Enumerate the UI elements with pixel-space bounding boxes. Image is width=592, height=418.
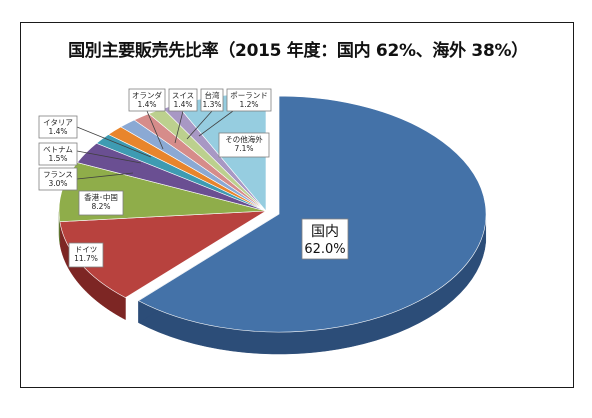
slice-フランス-label-box [38,167,78,191]
slice-その他海外-label-box [218,132,270,158]
slice-オランダ-value: 1.4% [137,100,156,109]
slice-スイス-leader [174,110,184,144]
slice-香港-中国-value: 8.2% [91,202,110,211]
slice-オランダ-label-box [128,88,166,112]
slice-その他海外-name: その他海外 [225,134,263,144]
slice-国内-label: 国内 62.0% [301,218,349,260]
slice-ドイツ-value: 11.7% [74,254,98,263]
slice-国内 [137,95,487,333]
slice-フランス-name: フランス [43,170,73,179]
slice-フランス-leader [76,172,134,180]
slice-ベトナム-label-box [38,142,78,166]
slice-台湾-value: 1.3% [202,100,221,109]
slice-オランダ-leader [146,110,164,150]
slice-イタリア-label-box [38,115,78,139]
slice-台湾-name: 台湾 [205,90,220,100]
chart-frame: 国別主要販売先比率（2015 年度：国内 62%、海外 38%） 国内 62.0%… [20,22,574,388]
slice-ポーランド-leader [198,110,234,137]
slice-台湾-label-box [200,88,224,112]
slice-その他海外-value: 7.1% [234,144,253,153]
slice-香港-中国-label-box [78,190,124,216]
slice-ポーランド-name: ポーランド [230,91,268,100]
chart-title: 国別主要販売先比率（2015 年度：国内 62%、海外 38%） [68,41,528,61]
slice-台湾-leader [186,110,213,140]
slice-スイス-label-box [168,88,198,112]
slice-ドイツ-name: ドイツ [75,245,98,254]
pie-chart: 国内62.0%ドイツ11.7%香港･中国8.2%フランス3.0%ベトナム1.5%… [38,88,487,355]
slice-イタリア-name: イタリア [43,118,73,127]
slice-ベトナム-leader [76,150,142,164]
slice-台湾-label: 台湾1.3% [186,88,224,140]
slice-国内-value: 62.0% [304,242,345,257]
slice-ベトナム-value: 1.5% [48,154,67,163]
slice-ベトナム-name: ベトナム [43,145,73,154]
slice-香港-中国-name: 香港･中国 [84,192,118,202]
slice-ポーランド-label-box [226,88,272,112]
slice-オランダ-name: オランダ [132,90,162,100]
slice-ポーランド-value: 1.2% [239,100,258,109]
slice-フランス-value: 3.0% [48,179,67,188]
slice-イタリア-leader [76,126,152,158]
slice-ドイツ-label-box [68,242,104,268]
slice-スイス-value: 1.4% [173,100,192,109]
slice-国内-label-box [301,218,349,260]
slice-香港-中国-label: 香港･中国8.2% [78,190,124,216]
slice-スイス-name: スイス [172,91,194,100]
slice-イタリア-value: 1.4% [48,127,67,136]
slice-国内-name: 国内 [311,224,339,240]
